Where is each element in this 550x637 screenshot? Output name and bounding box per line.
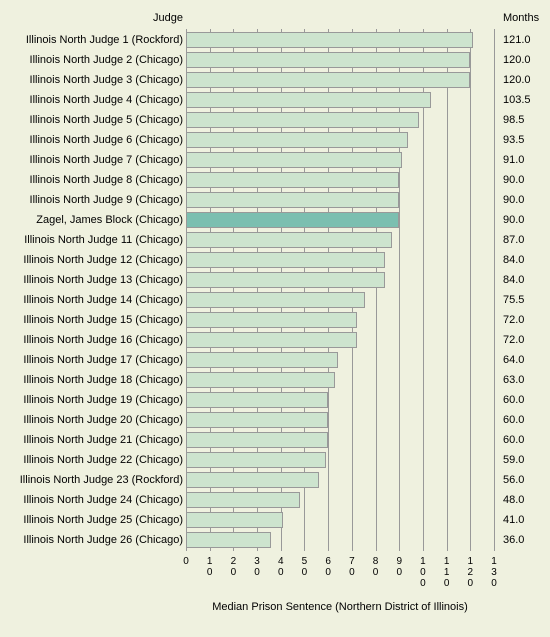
bar (186, 252, 385, 268)
column-header-months: Months (503, 12, 539, 24)
judge-label: Illinois North Judge 11 (Chicago) (0, 230, 183, 250)
value-label: 72.0 (503, 330, 524, 350)
value-label: 72.0 (503, 310, 524, 330)
bar (186, 432, 328, 448)
judge-label: Illinois North Judge 2 (Chicago) (0, 50, 183, 70)
column-header-judge: Judge (0, 12, 183, 24)
value-label: 120.0 (503, 50, 531, 70)
x-tick-label: 0 (178, 556, 194, 567)
value-label: 120.0 (503, 70, 531, 90)
value-label: 84.0 (503, 250, 524, 270)
x-tick-label: 9 0 (391, 556, 407, 578)
judge-label: Illinois North Judge 12 (Chicago) (0, 250, 183, 270)
judge-label: Illinois North Judge 19 (Chicago) (0, 390, 183, 410)
bar (186, 172, 399, 188)
gridline (494, 29, 495, 551)
bar (186, 152, 402, 168)
x-tick-label: 2 0 (225, 556, 241, 578)
judge-label: Illinois North Judge 21 (Chicago) (0, 430, 183, 450)
value-label: 103.5 (503, 90, 531, 110)
value-label: 90.0 (503, 170, 524, 190)
judge-label: Illinois North Judge 23 (Rockford) (0, 470, 183, 490)
bar (186, 512, 283, 528)
judge-label: Illinois North Judge 14 (Chicago) (0, 290, 183, 310)
value-label: 60.0 (503, 430, 524, 450)
value-label: 87.0 (503, 230, 524, 250)
value-label: 90.0 (503, 190, 524, 210)
x-tick-label: 6 0 (320, 556, 336, 578)
gridline (470, 29, 471, 551)
judge-label: Illinois North Judge 17 (Chicago) (0, 350, 183, 370)
bar (186, 212, 399, 228)
bar (186, 72, 470, 88)
judge-label: Illinois North Judge 18 (Chicago) (0, 370, 183, 390)
bar (186, 52, 470, 68)
x-tick-label: 1 3 0 (486, 556, 502, 589)
x-tick-label: 8 0 (368, 556, 384, 578)
judge-label: Illinois North Judge 22 (Chicago) (0, 450, 183, 470)
value-label: 84.0 (503, 270, 524, 290)
bar (186, 232, 392, 248)
x-axis-title: Median Prison Sentence (Northern Distric… (186, 601, 494, 613)
x-tick-label: 1 2 0 (462, 556, 478, 589)
bar (186, 112, 419, 128)
bar (186, 472, 319, 488)
bar (186, 92, 431, 108)
value-label: 63.0 (503, 370, 524, 390)
value-label: 36.0 (503, 530, 524, 550)
value-label: 75.5 (503, 290, 524, 310)
judge-label: Illinois North Judge 26 (Chicago) (0, 530, 183, 550)
x-tick-label: 1 0 0 (415, 556, 431, 589)
value-label: 48.0 (503, 490, 524, 510)
value-label: 90.0 (503, 210, 524, 230)
value-label: 41.0 (503, 510, 524, 530)
bar (186, 392, 328, 408)
bar (186, 272, 385, 288)
bar (186, 292, 365, 308)
judge-label: Illinois North Judge 5 (Chicago) (0, 110, 183, 130)
bar (186, 332, 357, 348)
x-tick-label: 1 1 0 (439, 556, 455, 589)
bar (186, 412, 328, 428)
value-label: 91.0 (503, 150, 524, 170)
bar (186, 132, 408, 148)
value-label: 56.0 (503, 470, 524, 490)
bar (186, 352, 338, 368)
value-label: 60.0 (503, 390, 524, 410)
judge-label: Illinois North Judge 7 (Chicago) (0, 150, 183, 170)
value-label: 98.5 (503, 110, 524, 130)
value-label: 121.0 (503, 30, 531, 50)
judge-label: Zagel, James Block (Chicago) (0, 210, 183, 230)
judge-label: Illinois North Judge 25 (Chicago) (0, 510, 183, 530)
judge-label: Illinois North Judge 4 (Chicago) (0, 90, 183, 110)
judge-label: Illinois North Judge 3 (Chicago) (0, 70, 183, 90)
judge-label: Illinois North Judge 20 (Chicago) (0, 410, 183, 430)
judge-label: Illinois North Judge 15 (Chicago) (0, 310, 183, 330)
judge-label: Illinois North Judge 9 (Chicago) (0, 190, 183, 210)
bar (186, 312, 357, 328)
value-label: 93.5 (503, 130, 524, 150)
judge-label: Illinois North Judge 16 (Chicago) (0, 330, 183, 350)
judge-label: Illinois North Judge 6 (Chicago) (0, 130, 183, 150)
judge-label: Illinois North Judge 1 (Rockford) (0, 30, 183, 50)
value-label: 59.0 (503, 450, 524, 470)
judge-label: Illinois North Judge 8 (Chicago) (0, 170, 183, 190)
value-label: 60.0 (503, 410, 524, 430)
x-tick-label: 4 0 (273, 556, 289, 578)
chart-container: Judge Months Illinois North Judge 1 (Roc… (0, 0, 550, 637)
bar (186, 32, 473, 48)
x-tick-label: 1 0 (202, 556, 218, 578)
judge-label: Illinois North Judge 24 (Chicago) (0, 490, 183, 510)
bar (186, 372, 335, 388)
judge-label: Illinois North Judge 13 (Chicago) (0, 270, 183, 290)
gridline (447, 29, 448, 551)
x-tick-label: 3 0 (249, 556, 265, 578)
bar (186, 492, 300, 508)
x-tick-label: 5 0 (296, 556, 312, 578)
bar (186, 452, 326, 468)
value-label: 64.0 (503, 350, 524, 370)
x-tick-label: 7 0 (344, 556, 360, 578)
bar (186, 532, 271, 548)
bar (186, 192, 399, 208)
